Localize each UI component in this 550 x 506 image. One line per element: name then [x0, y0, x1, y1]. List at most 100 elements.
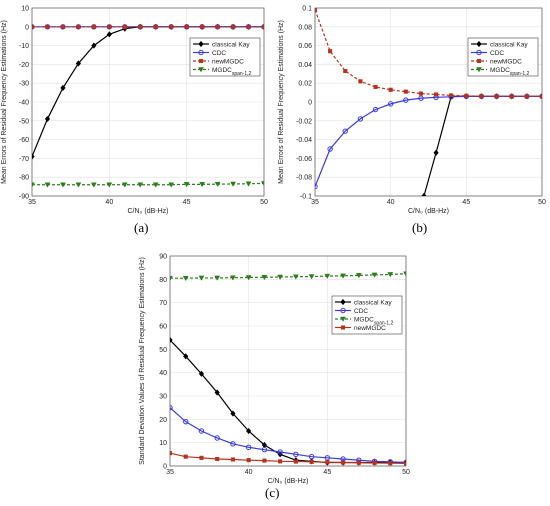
y-tick-label: 30 — [159, 394, 167, 401]
series-line — [170, 407, 406, 464]
data-point — [418, 95, 424, 101]
legend-marker — [198, 58, 204, 64]
data-point — [388, 461, 393, 466]
data-point — [121, 182, 128, 188]
data-point — [44, 182, 51, 188]
data-point — [524, 94, 529, 99]
data-point — [138, 24, 143, 29]
y-tick-label: -0.1 — [300, 194, 312, 201]
x-tick-label: 40 — [387, 199, 395, 206]
data-point — [324, 273, 331, 279]
y-tick-label: 0.04 — [298, 62, 312, 69]
x-tick-label: 35 — [166, 469, 174, 476]
series-2 — [170, 271, 406, 282]
data-point — [75, 24, 82, 30]
data-point — [479, 94, 484, 99]
data-point — [200, 24, 205, 29]
legend-entry: CDC — [212, 50, 226, 57]
data-point — [308, 453, 315, 460]
data-point — [153, 24, 158, 29]
data-point — [293, 451, 299, 458]
x-tick-label: 50 — [260, 199, 268, 206]
data-point — [91, 24, 97, 30]
data-point — [170, 336, 173, 344]
series-3 — [170, 451, 406, 466]
x-tick-label: 50 — [402, 469, 410, 476]
data-point — [246, 24, 251, 29]
data-point — [76, 24, 81, 29]
data-point — [355, 273, 362, 279]
series-line — [170, 273, 406, 279]
legend-entry: classical Kay — [354, 299, 392, 306]
data-point — [183, 353, 189, 360]
y-tick-label: 10 — [159, 440, 167, 447]
data-point — [539, 93, 542, 100]
y-tick-label: 20 — [159, 417, 167, 424]
data-point — [60, 84, 66, 91]
data-point — [292, 274, 299, 280]
data-point — [421, 192, 427, 196]
chart-b: 35 40 45 50 0.1 0.08 0.06 0.04 0.02 0 -0.02 -0.04 -0… — [278, 6, 546, 216]
data-point — [308, 274, 315, 280]
data-point — [137, 182, 144, 188]
data-point — [230, 410, 236, 417]
data-point — [261, 274, 268, 281]
data-point — [91, 24, 96, 29]
data-point — [246, 427, 252, 435]
data-point — [324, 455, 331, 461]
data-point — [198, 275, 205, 281]
data-point — [152, 182, 159, 188]
legend-marker — [340, 298, 346, 306]
series-line — [170, 452, 406, 465]
data-point — [215, 24, 220, 29]
y-tick-label: -30 — [19, 81, 29, 88]
y-tick-label: -70 — [19, 156, 29, 163]
data-point — [198, 370, 205, 377]
y-tick-label: 0 — [25, 24, 29, 31]
y-tick-label: 0 — [308, 100, 312, 107]
legend-marker — [340, 325, 346, 330]
data-point — [418, 91, 423, 96]
data-point — [509, 94, 514, 99]
data-point — [358, 79, 363, 84]
data-point — [32, 153, 35, 160]
legend-marker — [198, 49, 204, 56]
legend-entry: newMGDC — [490, 58, 522, 65]
data-point — [214, 389, 220, 396]
data-point — [214, 435, 220, 441]
data-point — [183, 182, 190, 188]
y-tick-label: 0.02 — [298, 81, 312, 88]
data-point — [433, 149, 439, 156]
legend-marker — [476, 58, 482, 64]
y-tick-label: -40 — [19, 100, 29, 107]
data-point — [106, 182, 113, 188]
data-point — [328, 49, 333, 54]
legend-marker — [476, 67, 482, 73]
y-tick-label: -60 — [19, 137, 29, 144]
data-point — [246, 458, 251, 463]
data-point — [122, 24, 127, 29]
y-tick-label: -0.06 — [296, 156, 312, 163]
data-point — [356, 460, 361, 465]
y-tick-label: -0.08 — [296, 175, 312, 182]
y-tick-label: 70 — [159, 300, 167, 307]
y-tick-label: 80 — [159, 277, 167, 284]
data-point — [494, 94, 499, 99]
data-point — [184, 24, 189, 29]
y-tick-label: -0.04 — [296, 137, 312, 144]
y-tick-label: 90 — [159, 254, 167, 261]
chart-a: 35 40 45 50 10 0 -10 -20 -30 -40 -50 -60 -70 -80 -90 C/… — [1, 6, 268, 216]
data-point — [341, 460, 346, 465]
data-point — [231, 24, 236, 29]
y-tick-label: 40 — [159, 370, 167, 377]
data-point — [387, 101, 394, 107]
data-point — [434, 92, 439, 97]
data-point — [90, 182, 97, 188]
data-point — [230, 24, 236, 30]
y-tick-label: 0.08 — [298, 24, 312, 31]
data-point — [371, 272, 378, 278]
plot-frame — [31, 7, 265, 197]
plot-frame — [314, 7, 543, 197]
data-point — [340, 273, 346, 279]
